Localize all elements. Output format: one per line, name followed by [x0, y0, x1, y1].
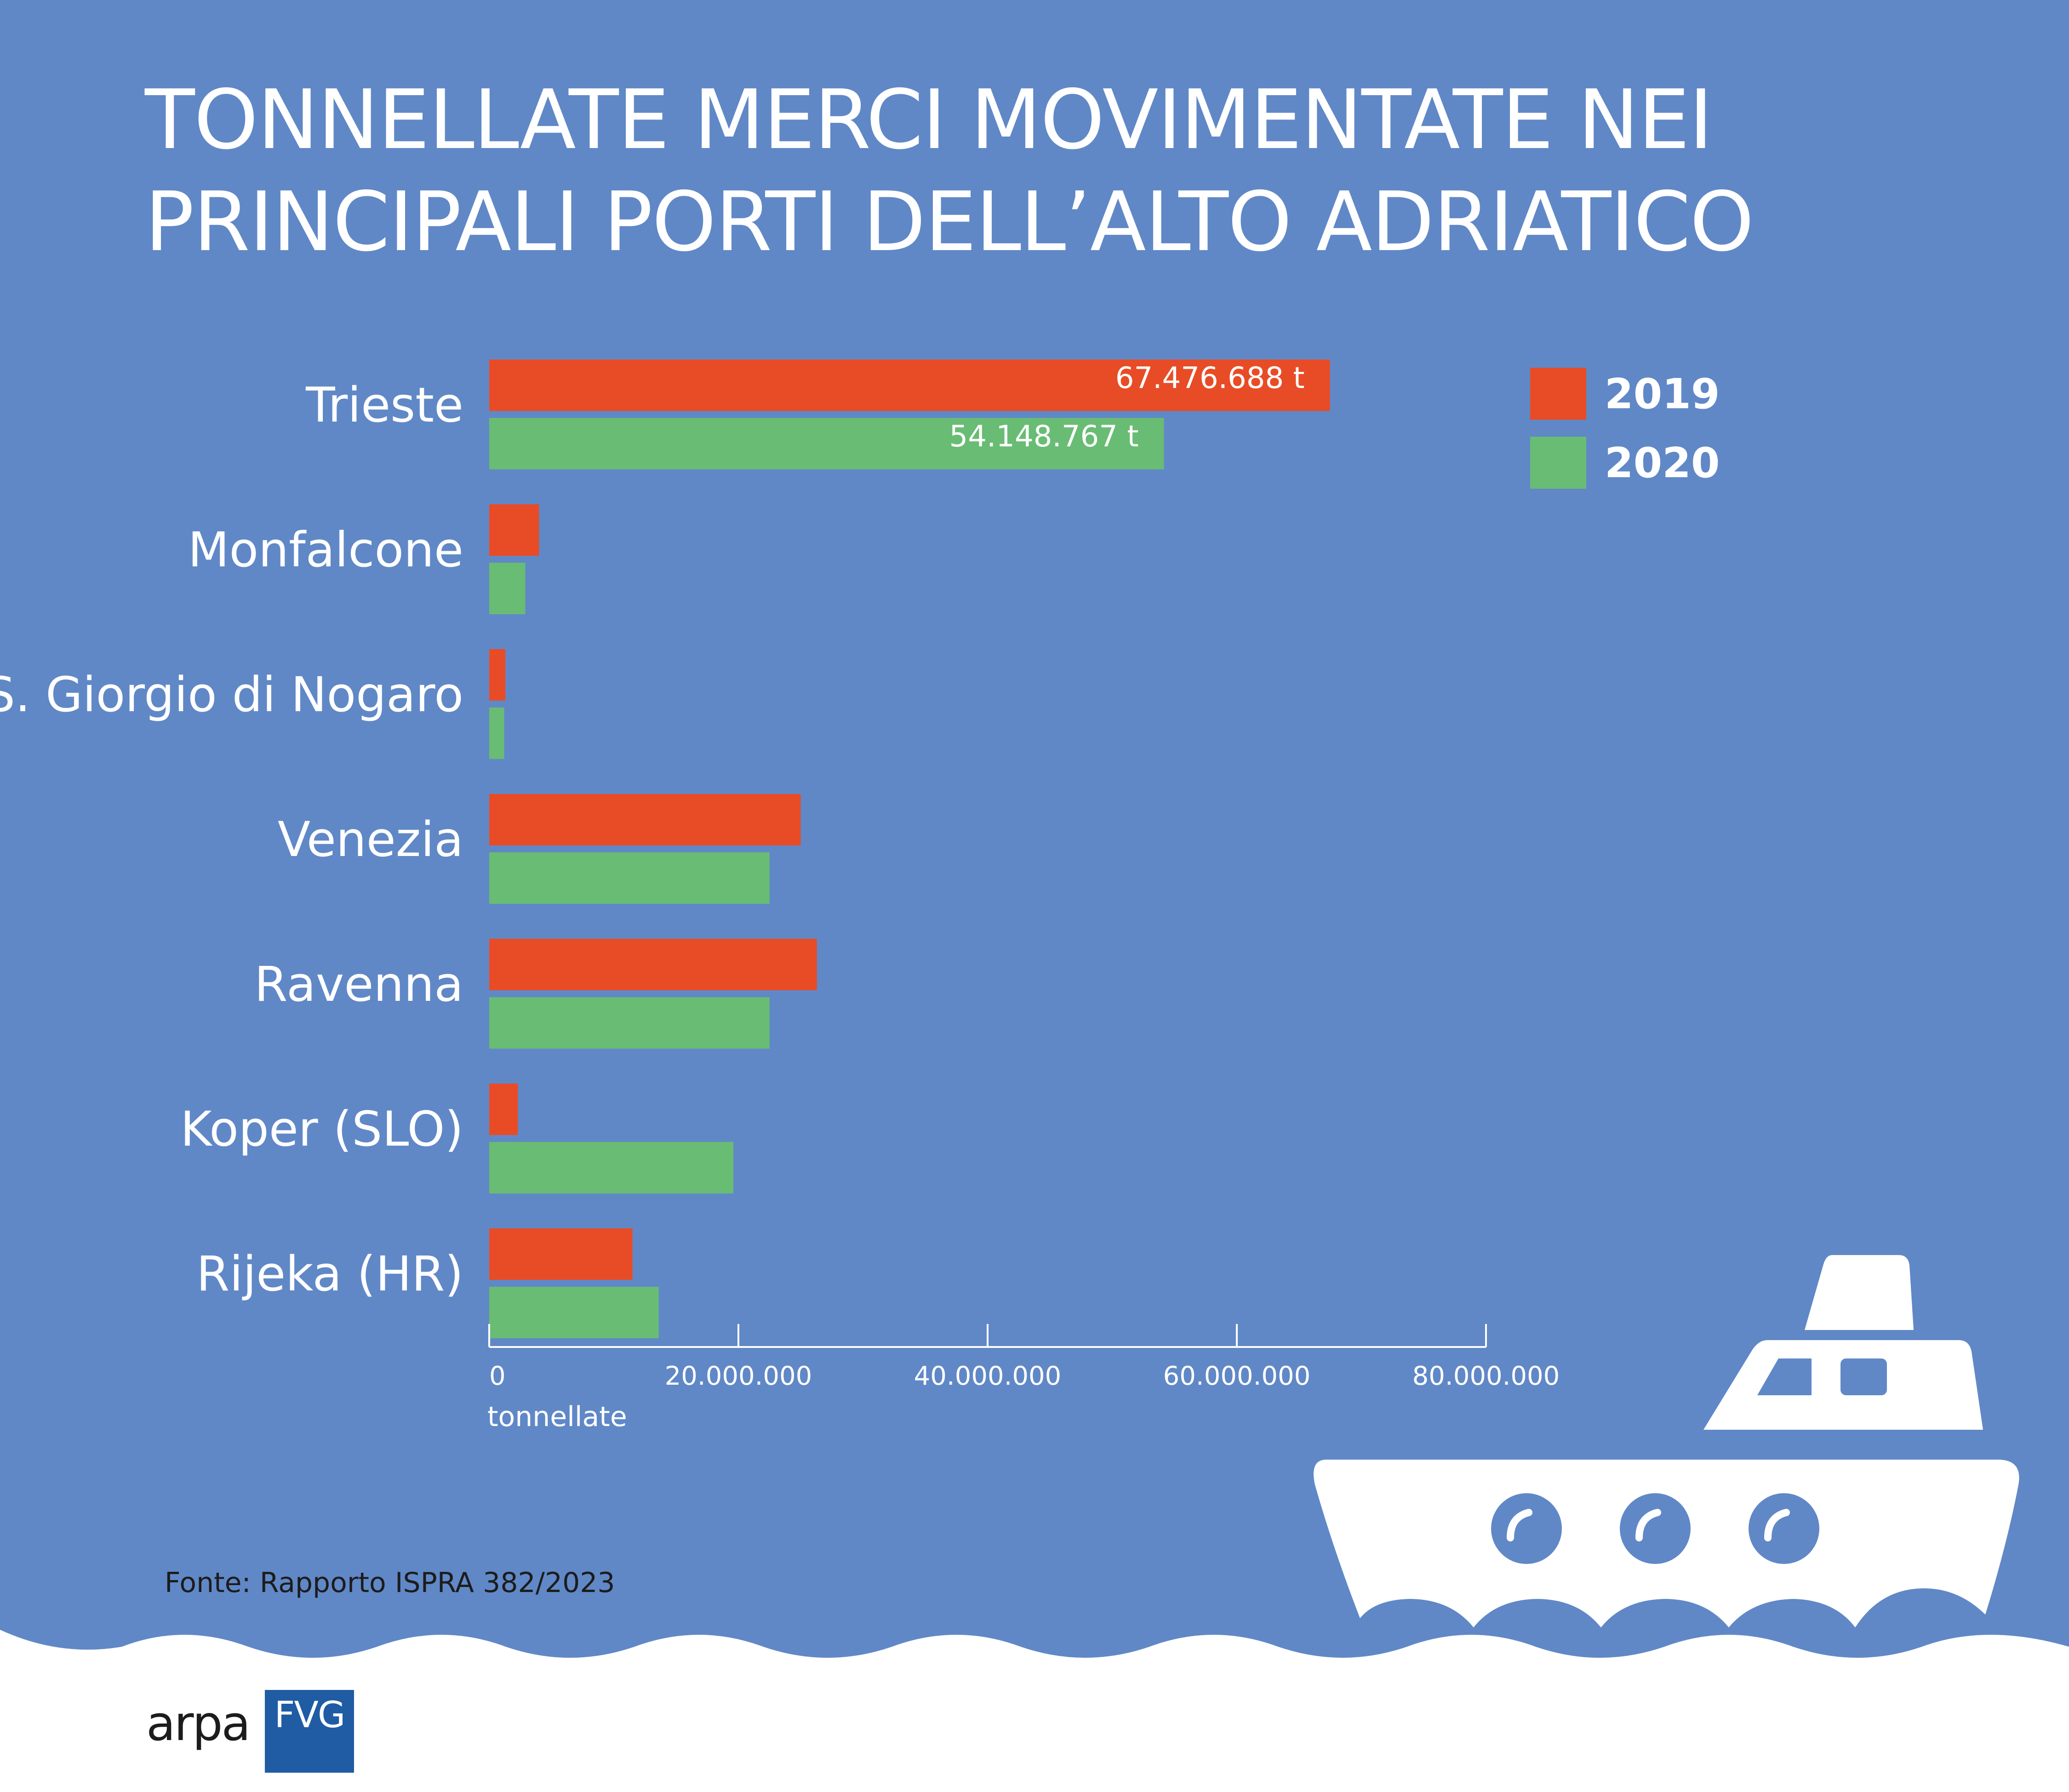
- bar-2019-4: [489, 939, 817, 990]
- ship-icon: [1314, 1255, 2019, 1627]
- bar-2020-3: [489, 852, 770, 904]
- logo-text-fvg: FVG: [265, 1690, 354, 1773]
- x-axis-label: tonnellate: [487, 1401, 627, 1433]
- x-tick-label: 80.000.000: [1412, 1361, 1560, 1391]
- legend-label: 2020: [1605, 439, 1720, 487]
- porthole-icon: [1620, 1493, 1691, 1564]
- bar-2019-6: [489, 1228, 633, 1280]
- logo-text-arpa: arpa: [146, 1695, 251, 1752]
- bar-2020-1: [489, 563, 526, 614]
- legend-label: 2019: [1605, 370, 1720, 418]
- bar-2020-4: [489, 997, 770, 1049]
- bar-2020-0: [489, 418, 1164, 469]
- legend-swatch-2019: [1530, 368, 1586, 420]
- category-label: Monfalcone: [188, 522, 463, 578]
- category-label: S. Giorgio di Nogaro: [0, 667, 463, 723]
- bar-2020-2: [489, 708, 504, 759]
- bar-2019-5: [489, 1084, 518, 1135]
- category-label: Ravenna: [254, 956, 463, 1012]
- porthole-icon: [1749, 1493, 1819, 1564]
- bar-2020-6: [489, 1287, 659, 1338]
- legend: 2019 2020: [1530, 368, 1720, 489]
- category-label: Venezia: [278, 811, 463, 867]
- x-tick-label: 20.000.000: [665, 1361, 812, 1391]
- value-label: 67.476.688 t: [1115, 361, 1305, 395]
- x-tick-label: 60.000.000: [1163, 1361, 1311, 1391]
- bar-2019-1: [489, 504, 539, 556]
- bar-2019-2: [489, 649, 506, 701]
- category-label: Trieste: [305, 377, 463, 433]
- value-label: 54.148.767 t: [949, 420, 1139, 454]
- category-label: Koper (SLO): [180, 1101, 463, 1157]
- bar-2020-5: [489, 1142, 734, 1193]
- title-line: TONNELLATE MERCI MOVIMENTATE NEI: [145, 72, 1713, 167]
- ship-window-icon: [1840, 1358, 1887, 1395]
- bar-2019-0: [489, 360, 1330, 411]
- wave-icon: [0, 1630, 2069, 1792]
- legend-swatch-2020: [1530, 437, 1586, 489]
- category-labels: Trieste Monfalcone S. Giorgio di Nogaro Ven…: [0, 377, 463, 1302]
- title-line: PRINCIPALI PORTI DELL’ALTO ADRIATICO: [145, 174, 1754, 269]
- category-label: Rijeka (HR): [196, 1246, 463, 1302]
- ship-chimney-icon: [1805, 1255, 1914, 1330]
- bars-group: 67.476.688 t 54.148.767 t: [489, 360, 1330, 1338]
- x-tick-label: 40.000.000: [914, 1361, 1062, 1391]
- page-title: TONNELLATE MERCI MOVIMENTATE NEI PRINCIP…: [145, 69, 1938, 273]
- porthole-icon: [1491, 1493, 1562, 1564]
- ship-window-icon: [1757, 1358, 1812, 1395]
- source-note: Fonte: Rapporto ISPRA 382/2023: [165, 1567, 615, 1599]
- x-axis: 0 20.000.000 40.000.000 60.000.000 80.000.00…: [487, 1324, 1560, 1433]
- bar-2019-3: [489, 794, 801, 845]
- x-tick-label: 0: [489, 1361, 506, 1391]
